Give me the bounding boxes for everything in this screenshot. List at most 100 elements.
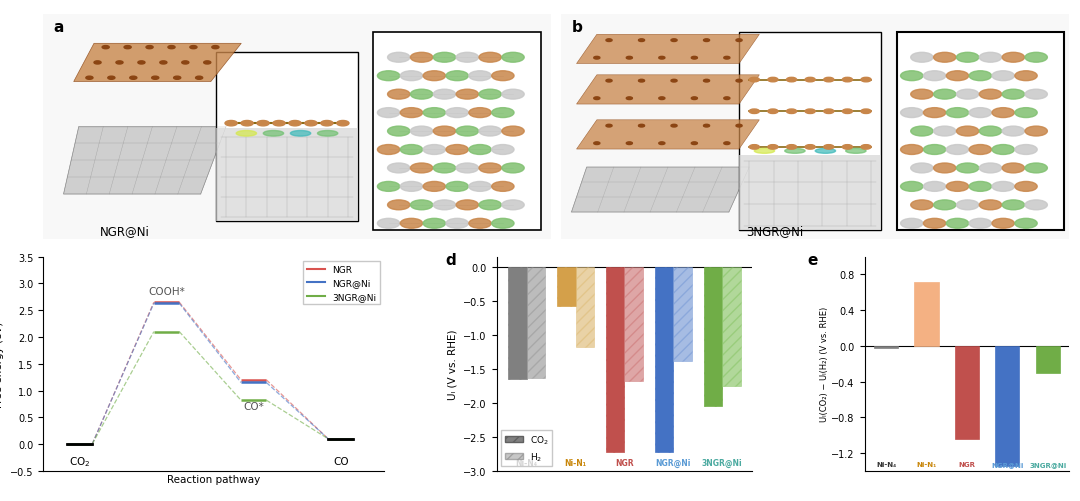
- Circle shape: [410, 90, 433, 100]
- Circle shape: [502, 127, 524, 137]
- Legend: CO$_2$, H$_2$: CO$_2$, H$_2$: [501, 430, 552, 466]
- Circle shape: [993, 108, 1014, 118]
- Circle shape: [138, 62, 145, 65]
- Circle shape: [491, 182, 514, 192]
- Bar: [374, 33, 541, 230]
- Circle shape: [638, 80, 645, 83]
- Circle shape: [626, 57, 633, 60]
- Circle shape: [410, 164, 433, 173]
- Text: NGR@Ni: NGR@Ni: [99, 224, 149, 237]
- Bar: [673, 267, 692, 361]
- Circle shape: [410, 127, 433, 137]
- Circle shape: [1025, 127, 1048, 137]
- Polygon shape: [571, 168, 750, 212]
- Circle shape: [456, 164, 478, 173]
- Circle shape: [606, 125, 612, 128]
- Circle shape: [423, 219, 445, 229]
- Circle shape: [433, 200, 456, 210]
- Circle shape: [480, 53, 501, 63]
- Circle shape: [116, 62, 123, 65]
- Ellipse shape: [264, 131, 284, 137]
- Circle shape: [456, 90, 478, 100]
- Ellipse shape: [754, 149, 774, 154]
- Circle shape: [446, 182, 469, 192]
- Circle shape: [446, 145, 469, 155]
- Circle shape: [824, 78, 834, 83]
- Circle shape: [933, 127, 956, 137]
- Circle shape: [626, 143, 633, 145]
- Circle shape: [423, 182, 445, 192]
- Circle shape: [993, 145, 1014, 155]
- Circle shape: [805, 78, 815, 83]
- Circle shape: [957, 200, 978, 210]
- Bar: [703, 267, 723, 406]
- Circle shape: [377, 108, 400, 118]
- Circle shape: [446, 219, 469, 229]
- Ellipse shape: [237, 131, 257, 137]
- Circle shape: [923, 145, 946, 155]
- Circle shape: [993, 182, 1014, 192]
- Text: Ni-N₁: Ni-N₁: [565, 458, 586, 466]
- Circle shape: [446, 72, 469, 82]
- Circle shape: [1002, 200, 1025, 210]
- Circle shape: [433, 53, 456, 63]
- Circle shape: [456, 200, 478, 210]
- Circle shape: [491, 72, 514, 82]
- Circle shape: [410, 53, 433, 63]
- Circle shape: [1002, 53, 1025, 63]
- Circle shape: [842, 110, 852, 114]
- Text: CO*: CO*: [243, 401, 264, 411]
- Circle shape: [910, 90, 933, 100]
- Circle shape: [456, 127, 478, 137]
- Bar: [216, 129, 359, 221]
- Circle shape: [980, 53, 1001, 63]
- Circle shape: [724, 143, 730, 145]
- Circle shape: [190, 47, 197, 50]
- Circle shape: [103, 47, 109, 50]
- Circle shape: [469, 182, 491, 192]
- Circle shape: [401, 108, 422, 118]
- Circle shape: [502, 90, 524, 100]
- Circle shape: [691, 98, 698, 100]
- Polygon shape: [577, 121, 759, 150]
- Circle shape: [861, 110, 872, 114]
- Text: CO: CO: [333, 456, 349, 466]
- Circle shape: [410, 200, 433, 210]
- Bar: [576, 267, 594, 347]
- Circle shape: [824, 110, 834, 114]
- Circle shape: [377, 219, 400, 229]
- Circle shape: [671, 40, 677, 43]
- Circle shape: [423, 145, 445, 155]
- Circle shape: [594, 143, 599, 145]
- Circle shape: [946, 182, 969, 192]
- Circle shape: [502, 53, 524, 63]
- Circle shape: [946, 219, 969, 229]
- Circle shape: [969, 182, 991, 192]
- Circle shape: [160, 62, 167, 65]
- Circle shape: [146, 47, 153, 50]
- Bar: [1036, 346, 1059, 373]
- Circle shape: [750, 78, 759, 83]
- Circle shape: [768, 145, 778, 150]
- Text: Ni-N₄: Ni-N₄: [515, 458, 538, 466]
- Circle shape: [1015, 108, 1037, 118]
- Circle shape: [735, 125, 742, 128]
- Circle shape: [923, 108, 946, 118]
- Circle shape: [1025, 164, 1048, 173]
- Circle shape: [671, 80, 677, 83]
- Circle shape: [957, 127, 978, 137]
- Circle shape: [735, 40, 742, 43]
- Circle shape: [401, 145, 422, 155]
- Polygon shape: [577, 35, 759, 65]
- Circle shape: [446, 108, 469, 118]
- Ellipse shape: [785, 149, 805, 154]
- Polygon shape: [577, 76, 759, 105]
- Circle shape: [768, 78, 778, 83]
- Circle shape: [901, 108, 923, 118]
- Circle shape: [933, 200, 956, 210]
- Bar: [723, 267, 741, 386]
- Circle shape: [480, 164, 501, 173]
- Text: NGR@Ni: NGR@Ni: [991, 461, 1024, 466]
- Circle shape: [969, 108, 991, 118]
- Text: COOH*: COOH*: [148, 287, 185, 297]
